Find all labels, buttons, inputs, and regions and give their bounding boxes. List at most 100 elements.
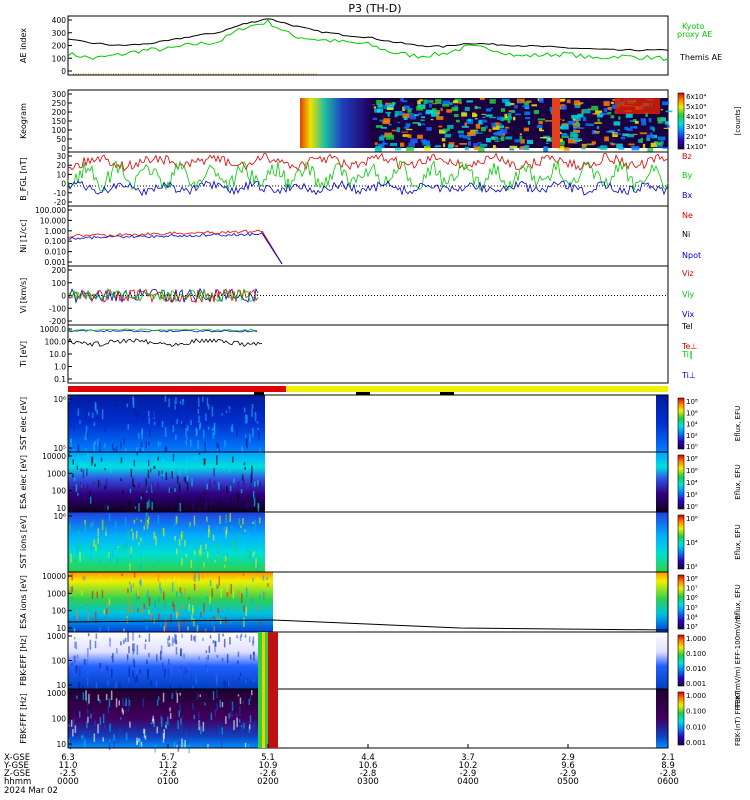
- fbk-fff-texture-mark: [118, 700, 120, 706]
- fbk-eff-texture-mark: [128, 667, 130, 678]
- fbk-fff-texture-mark: [72, 729, 74, 737]
- fbk-eff-texture-mark: [73, 637, 76, 640]
- sst-elec-texture-mark: [174, 410, 176, 414]
- x-axis-z-value: -2.8: [660, 769, 677, 779]
- sst-ions-texture-mark: [176, 516, 178, 522]
- ti-ytick-label: 0.1: [54, 375, 66, 384]
- fbk-fff-texture-mark: [120, 717, 122, 720]
- keogram-pixel: [390, 142, 397, 147]
- keogram-pixel: [400, 98, 404, 102]
- fbk-eff-texture-mark: [237, 660, 240, 666]
- esa-elec-texture-mark: [241, 474, 244, 481]
- esa-ions-texture-mark: [187, 626, 189, 631]
- ni-ytick-label: 100.000: [35, 206, 66, 215]
- fbk-eff-texture-mark: [226, 681, 228, 688]
- sst-elec-texture-mark: [190, 439, 192, 447]
- esa-ions-texture-mark: [220, 588, 222, 598]
- keogram-pixel: [524, 145, 530, 150]
- fbk-fff-end-strip: [656, 689, 668, 748]
- keogram-pixel: [573, 140, 578, 144]
- keogram-pixel: [505, 101, 511, 107]
- esa-elec-texture-mark: [100, 457, 103, 462]
- esa-ions-line: [67, 619, 669, 631]
- keogram-pixel: [649, 132, 653, 136]
- fbk-eff-texture-mark: [181, 633, 183, 638]
- esa-ions-texture-mark: [211, 588, 213, 598]
- fbk-eff-texture-mark: [252, 636, 255, 644]
- keogram-ytick-label: 50: [56, 135, 66, 144]
- fbk-fff-texture-mark: [239, 697, 242, 705]
- keogram-pixel: [382, 141, 385, 145]
- esa-ions-texture-mark: [127, 597, 130, 606]
- keogram-pixel: [444, 130, 448, 133]
- keogram-pixel: [374, 108, 377, 112]
- fbk-fff-texture-mark: [107, 706, 109, 714]
- sst-ions-texture-mark: [174, 521, 177, 525]
- sst-elec-texture-mark: [243, 407, 246, 413]
- esa-elec-texture-mark: [100, 483, 102, 486]
- esa-ions-texture-mark: [202, 572, 204, 579]
- ae-ytick-label: 400: [52, 16, 67, 25]
- fbk-fff-texture-mark: [242, 700, 245, 705]
- sst-ions-texture-mark: [132, 532, 134, 540]
- keogram-pixel: [417, 122, 421, 126]
- mode-bar-yellow: [286, 386, 668, 392]
- keogram-pixel: [489, 116, 496, 119]
- keogram-pixel: [472, 112, 476, 118]
- keogram-pixel: [374, 109, 380, 113]
- sst-ions-texture-mark: [219, 515, 221, 524]
- fbk-eff-texture-mark: [84, 659, 86, 665]
- sst-elec-texture-mark: [115, 445, 118, 453]
- sst-elec-texture-mark: [88, 412, 90, 416]
- keogram-pixel: [579, 139, 583, 141]
- sst-ions-texture-mark: [116, 533, 119, 539]
- esa-ions-texture-mark: [164, 617, 167, 628]
- fbk-eff-texture-mark: [168, 643, 171, 647]
- fbk-eff-texture-mark: [144, 643, 146, 650]
- esa-ions-texture-mark: [127, 607, 130, 614]
- esa-ions-texture-mark: [173, 604, 175, 612]
- esa-elec-texture-mark: [213, 480, 216, 486]
- sst-elec-colorbar-tick: 10⁸: [686, 398, 698, 406]
- keogram-red-column: [552, 98, 560, 148]
- vi-legend-vix: Vix: [682, 310, 695, 319]
- sst-elec-texture-mark: [204, 441, 206, 452]
- sst-ions-texture-mark: [151, 565, 154, 569]
- esa-ions-texture-mark: [185, 609, 187, 613]
- fbk-eff-texture-mark: [71, 663, 73, 666]
- sst-elec-texture-mark: [93, 445, 95, 455]
- sst-elec-texture-mark: [83, 436, 86, 440]
- sst-elec-texture-mark: [186, 412, 188, 420]
- sst-elec-texture-mark: [94, 440, 97, 445]
- sst-elec-texture-mark: [199, 422, 202, 428]
- esa-elec-texture-mark: [120, 478, 122, 482]
- ni-ytick-label: 0.010: [45, 248, 67, 257]
- esa-elec-texture-mark: [89, 490, 91, 497]
- keogram-pixel: [631, 146, 640, 151]
- esa-ions-texture-mark: [217, 607, 219, 614]
- keogram-pixel: [494, 122, 500, 126]
- esa-elec-texture-mark: [237, 495, 240, 501]
- keogram-pixel: [385, 111, 392, 114]
- sst-elec-texture-mark: [224, 439, 226, 447]
- fbk-fff-texture-mark: [199, 694, 201, 697]
- esa-elec-texture-mark: [104, 502, 106, 512]
- keogram-colorbar: 6x10⁴ 5x10⁴ 4x10⁴ 3x10⁴ 2x10⁴ 1x10⁴ [counts]: [677, 92, 742, 151]
- keogram-pixel: [479, 98, 485, 100]
- esa-elec-texture-mark: [160, 498, 163, 501]
- sst-ions-texture-mark: [130, 547, 132, 554]
- sst-elec-texture-mark: [89, 419, 91, 423]
- fbk-eff-texture-mark: [188, 662, 190, 670]
- keogram-pixel: [612, 104, 617, 109]
- keogram-pixel: [499, 129, 508, 134]
- esa-elec-texture-mark: [177, 495, 179, 502]
- fbk-fff-texture-mark: [214, 709, 217, 717]
- fbk-eff-texture-mark: [218, 633, 220, 642]
- keogram-pixel: [417, 123, 426, 126]
- sst-ions-texture-mark: [253, 551, 256, 554]
- bfgl-legend-by: By: [682, 171, 692, 180]
- fbk-eff-texture-mark: [227, 681, 230, 687]
- keogram-pixel: [663, 127, 670, 129]
- sst-elec-texture-mark: [257, 428, 259, 430]
- sst-elec-texture-mark: [140, 441, 143, 448]
